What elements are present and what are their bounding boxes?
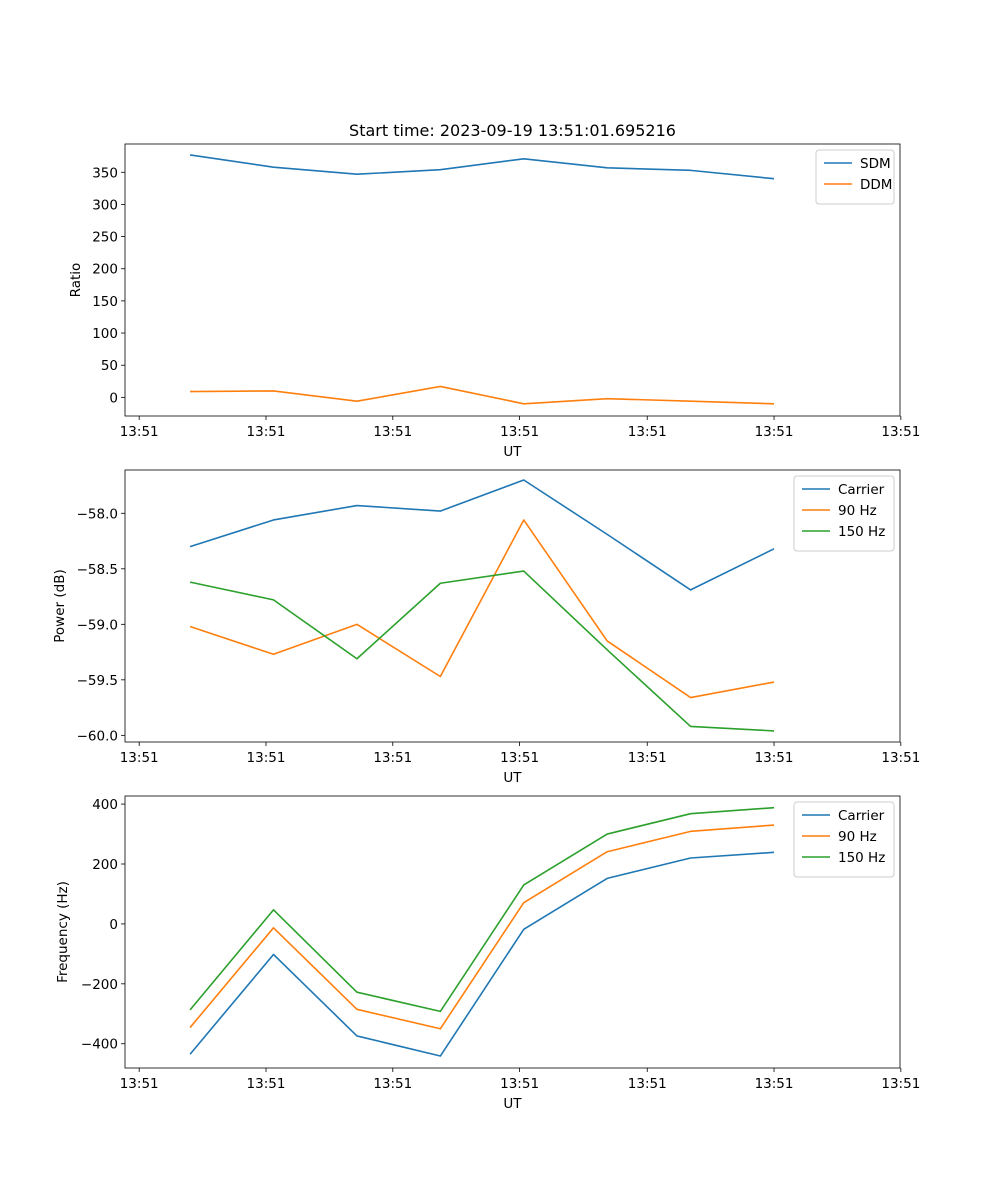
axes-frame (124, 469, 901, 743)
y-tick-label: −59.5 (77, 673, 118, 689)
legend-label: Carrier (838, 808, 885, 824)
subplots: 13:51 13:51 13:51 13:51 13:51 13:51 13:51 0 50 10… (52, 121, 920, 1112)
y-tick-label: 0 (109, 917, 118, 933)
x-tick-label: 13:51 (881, 750, 920, 766)
y-tick-label: 0 (109, 390, 118, 406)
x-tick-label: 13:51 (755, 1076, 794, 1092)
y-tick-label: 200 (92, 857, 118, 873)
x-tick-label: 13:51 (881, 1076, 920, 1092)
x-axis-label: UT (503, 1096, 522, 1112)
y-axis-label: Power (dB) (52, 569, 68, 642)
y-axis-label: Ratio (68, 263, 84, 298)
x-tick-label: 13:51 (247, 1076, 286, 1092)
series-line-sdm (189, 154, 775, 180)
x-tick-label: 13:51 (500, 424, 539, 440)
y-tick-label: 400 (92, 797, 118, 813)
series-line-carrier (189, 851, 775, 1057)
legend-label: 150 Hz (838, 850, 885, 866)
x-axis-label: UT (503, 770, 522, 786)
y-tick-label: 100 (92, 326, 118, 342)
y-tick-label: −58.0 (77, 506, 118, 522)
chart-title: Start time: 2023-09-19 13:51:01.695216 (349, 121, 676, 140)
subplot-1: 13:51 13:51 13:51 13:51 13:51 13:51 13:51 0 50 10… (68, 121, 920, 460)
legend-label: Carrier (838, 482, 885, 498)
x-tick-label: 13:51 (628, 1076, 667, 1092)
x-axis-label: UT (503, 444, 522, 460)
y-tick-label: 250 (92, 230, 118, 246)
legend-box (793, 475, 895, 552)
x-tick-label: 13:51 (120, 424, 159, 440)
x-tick-label: 13:51 (373, 750, 412, 766)
y-tick-label: 150 (92, 294, 118, 310)
y-tick-label: −59.0 (77, 617, 118, 633)
series-line-90-hz (189, 519, 775, 699)
x-tick-label: 13:51 (373, 1076, 412, 1092)
x-tick-label: 13:51 (247, 424, 286, 440)
legend-box (793, 801, 895, 878)
x-tick-label: 13:51 (755, 750, 794, 766)
x-tick-label: 13:51 (373, 424, 412, 440)
subplot-3: 13:51 13:51 13:51 13:51 13:51 13:51 13:51 −400 −… (55, 795, 920, 1112)
axes-frame (124, 143, 901, 417)
x-tick-label: 13:51 (500, 1076, 539, 1092)
x-tick-label: 13:51 (881, 424, 920, 440)
x-tick-label: 13:51 (628, 750, 667, 766)
axes-frame (124, 795, 901, 1069)
legend-label: 90 Hz (838, 503, 877, 519)
series-line-carrier (189, 479, 775, 591)
x-tick-label: 13:51 (755, 424, 794, 440)
subplot-2: 13:51 13:51 13:51 13:51 13:51 13:51 13:51−60.0… (52, 469, 920, 786)
y-axis-label: Frequency (Hz) (55, 881, 71, 983)
x-tick-label: 13:51 (120, 750, 159, 766)
x-tick-label: 13:51 (628, 424, 667, 440)
y-tick-label: 50 (101, 358, 118, 374)
series-line-ddm (190, 385, 775, 405)
y-tick-label: −400 (81, 1037, 118, 1053)
y-tick-label: −60.0 (77, 728, 118, 744)
y-tick-label: 200 (92, 262, 118, 278)
x-tick-label: 13:51 (500, 750, 539, 766)
legend-label: DDM (860, 177, 892, 193)
y-tick-label: 300 (92, 197, 118, 213)
legend-label: 90 Hz (838, 829, 877, 845)
series-line-150-hz (189, 806, 775, 1013)
legend-label: SDM (860, 156, 891, 172)
y-tick-label: −200 (81, 977, 118, 993)
x-tick-label: 13:51 (120, 1076, 159, 1092)
x-tick-label: 13:51 (247, 750, 286, 766)
y-tick-label: 350 (92, 165, 118, 181)
legend-label: 150 Hz (838, 524, 885, 540)
series-line-150-hz (189, 570, 775, 732)
y-tick-label: −58.5 (77, 562, 118, 578)
series-line-90-hz (189, 824, 775, 1030)
